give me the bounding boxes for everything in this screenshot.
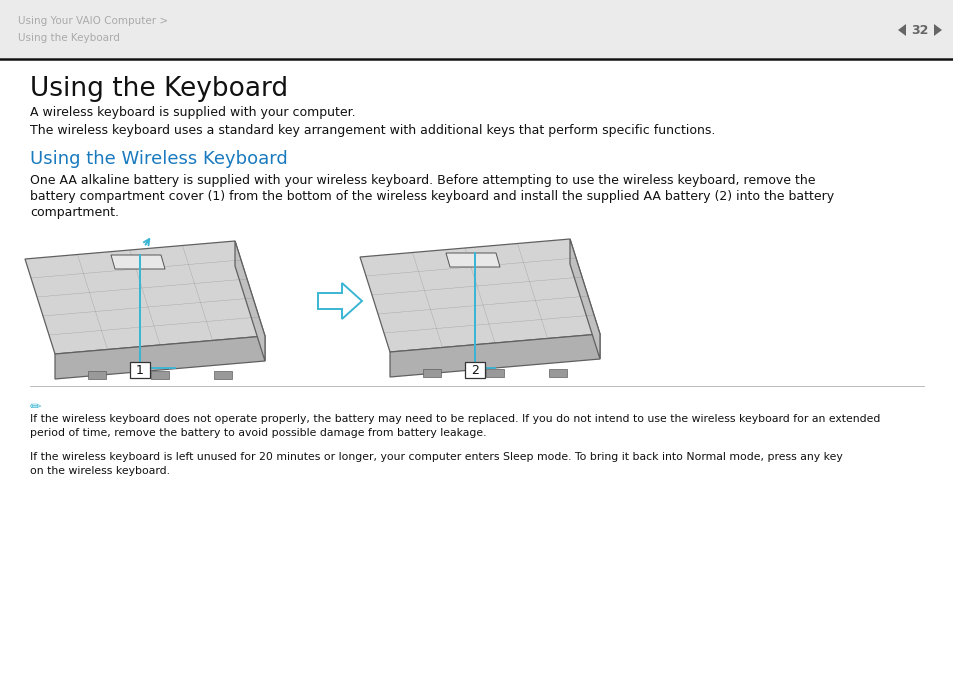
Polygon shape [234,241,265,361]
Text: Using the Keyboard: Using the Keyboard [30,76,288,102]
Polygon shape [213,371,232,379]
Text: Using the Wireless Keyboard: Using the Wireless Keyboard [30,150,288,168]
Bar [0,0,953,58]
Text: compartment.: compartment. [30,206,119,219]
Bar [130,362,150,378]
Text: If the wireless keyboard does not operate properly, the battery may need to be r: If the wireless keyboard does not operat… [30,414,880,424]
Polygon shape [933,24,941,36]
Polygon shape [485,369,503,377]
Polygon shape [151,371,169,379]
Text: battery compartment cover (1) from the bottom of the wireless keyboard and insta: battery compartment cover (1) from the b… [30,190,833,203]
Text: on the wireless keyboard.: on the wireless keyboard. [30,466,170,476]
Polygon shape [55,336,265,379]
Text: The wireless keyboard uses a standard key arrangement with additional keys that : The wireless keyboard uses a standard ke… [30,124,715,137]
Text: 32: 32 [910,24,927,36]
Polygon shape [897,24,905,36]
Polygon shape [25,241,265,354]
Polygon shape [317,283,361,319]
Text: One AA alkaline battery is supplied with your wireless keyboard. Before attempti: One AA alkaline battery is supplied with… [30,174,815,187]
Polygon shape [88,371,106,379]
Text: A wireless keyboard is supplied with your computer.: A wireless keyboard is supplied with you… [30,106,355,119]
Text: Using Your VAIO Computer >: Using Your VAIO Computer > [18,16,168,26]
Bar [464,362,484,378]
Polygon shape [422,369,440,377]
Polygon shape [390,334,599,377]
Polygon shape [569,239,599,359]
Text: 2: 2 [471,363,478,377]
Text: Using the Keyboard: Using the Keyboard [18,33,120,43]
Polygon shape [446,253,499,267]
Text: ✏: ✏ [30,400,42,414]
Polygon shape [359,239,599,352]
Polygon shape [111,255,165,269]
Text: If the wireless keyboard is left unused for 20 minutes or longer, your computer : If the wireless keyboard is left unused … [30,452,841,462]
Polygon shape [548,369,566,377]
Text: period of time, remove the battery to avoid possible damage from battery leakage: period of time, remove the battery to av… [30,428,486,438]
Text: 1: 1 [136,363,144,377]
